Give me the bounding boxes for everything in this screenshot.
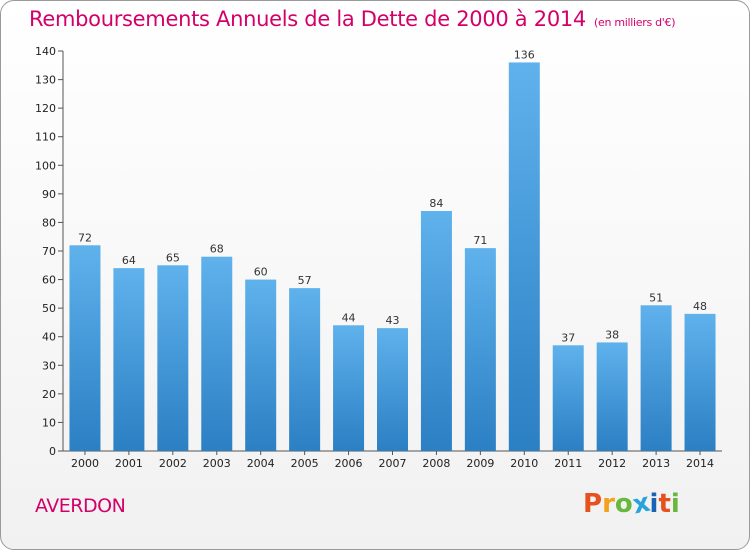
logo-letter: i — [670, 489, 680, 519]
x-tick-label: 2009 — [466, 457, 494, 470]
data-label-2002: 65 — [166, 251, 180, 264]
bar-2003 — [201, 256, 233, 451]
data-label-2006: 44 — [342, 311, 356, 324]
data-label-2009: 71 — [473, 234, 487, 247]
proxiti-logo: Proxiti — [583, 488, 680, 521]
data-label-2011: 37 — [561, 331, 575, 344]
city-name: AVERDON — [35, 495, 126, 517]
y-tick-label: 110 — [35, 131, 56, 144]
bar-2001 — [113, 268, 145, 451]
x-tick-label: 2014 — [686, 457, 714, 470]
y-tick-label: 20 — [42, 388, 56, 401]
data-label-2010: 136 — [514, 48, 535, 61]
logo-letter: t — [658, 489, 671, 519]
x-tick-label: 2006 — [335, 457, 363, 470]
x-tick-label: 2002 — [159, 457, 187, 470]
data-label-2003: 68 — [210, 243, 224, 256]
data-label-2007: 43 — [386, 314, 400, 327]
x-tick-label: 2011 — [554, 457, 582, 470]
bar-2000 — [69, 245, 101, 451]
bar-2006 — [333, 325, 365, 451]
y-tick-label: 70 — [42, 245, 56, 258]
y-tick-label: 80 — [42, 216, 56, 229]
x-tick-label: 2003 — [203, 457, 231, 470]
logo-letter: P — [583, 489, 603, 519]
bar-2009 — [464, 248, 496, 451]
data-label-2008: 84 — [429, 197, 443, 210]
x-tick-label: 2004 — [247, 457, 275, 470]
logo-letter: i — [649, 489, 659, 519]
y-tick-label: 40 — [42, 331, 56, 344]
data-label-2000: 72 — [78, 231, 92, 244]
x-tick-label: 2000 — [71, 457, 99, 470]
x-tick-label: 2001 — [115, 457, 143, 470]
data-label-2005: 57 — [298, 274, 312, 287]
bar-2007 — [377, 328, 408, 451]
bar-2004 — [245, 279, 277, 451]
x-tick-label: 2005 — [291, 457, 319, 470]
y-tick-label: 120 — [35, 102, 56, 115]
y-tick-label: 140 — [35, 45, 56, 58]
data-label-2004: 60 — [254, 266, 268, 279]
chart-title-text: Remboursements Annuels de la Dette de 20… — [29, 7, 586, 31]
bar-2013 — [640, 305, 672, 451]
bar-2011 — [552, 345, 584, 451]
bar-2005 — [289, 288, 321, 451]
value-labels: 72 64 65 68 60 57 44 43 84 71 136 37 38 51 48 — [78, 48, 707, 344]
bar-2002 — [157, 265, 189, 451]
y-tick-label: 30 — [42, 359, 56, 372]
y-tick-label: 50 — [42, 302, 56, 315]
axes: 0 10 20 30 40 50 60 70 80 90 100 110 120 130 140 2000 20… — [35, 45, 722, 470]
y-tick-label: 60 — [42, 274, 56, 287]
y-tick-label: 130 — [35, 74, 56, 87]
y-tick-label: 0 — [49, 445, 56, 458]
bars — [69, 62, 716, 452]
x-tick-label: 2010 — [510, 457, 538, 470]
logo-letter: r — [602, 489, 615, 519]
bar-2014 — [684, 313, 716, 451]
x-tick-label: 2008 — [422, 457, 450, 470]
data-label-2012: 38 — [605, 328, 619, 341]
x-tick-label: 2013 — [642, 457, 670, 470]
y-tick-label: 10 — [42, 416, 56, 429]
data-label-2013: 51 — [649, 291, 663, 304]
y-tick-label: 90 — [42, 188, 56, 201]
y-tick-label: 100 — [35, 159, 56, 172]
bar-2010 — [508, 62, 540, 452]
x-tick-label: 2012 — [598, 457, 626, 470]
logo-letter: o — [614, 489, 633, 519]
chart-title: Remboursements Annuels de la Dette de 20… — [29, 7, 675, 31]
unit-note: (en milliers d'€) — [594, 16, 676, 29]
data-label-2001: 64 — [122, 254, 136, 267]
x-tick-label: 2007 — [379, 457, 407, 470]
data-label-2014: 48 — [693, 300, 707, 313]
bar-2012 — [596, 342, 628, 451]
bar-2008 — [420, 211, 452, 451]
